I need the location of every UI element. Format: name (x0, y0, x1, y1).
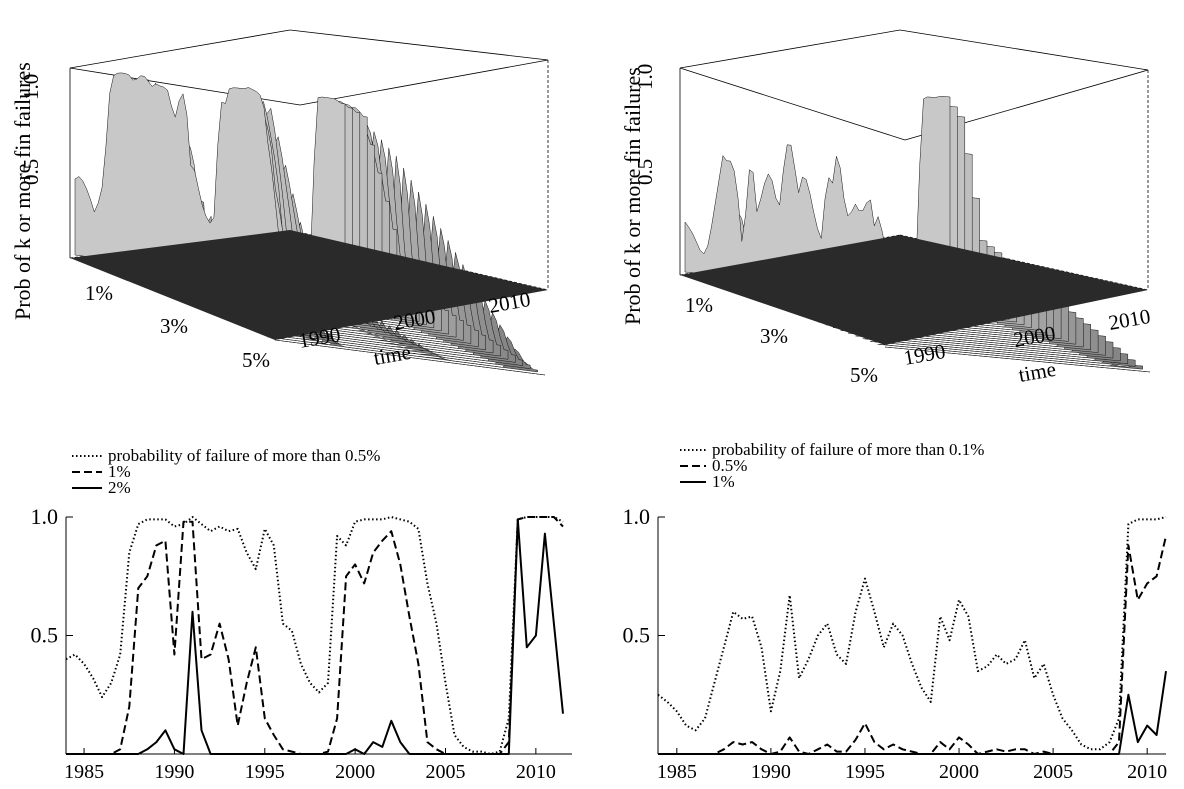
tr-zlabel: Prob of k or more fin failures (620, 67, 645, 325)
x-tick-label: 1985 (657, 761, 697, 783)
br-axes (657, 517, 1166, 755)
tl-base (70, 230, 548, 340)
br-yticks: 0.5 1.0 (623, 504, 665, 648)
x-tick-label: 1995 (245, 761, 285, 783)
br-legend-0: probability of failure of more than 0.1% (712, 440, 984, 459)
bl-lines (65, 516, 564, 755)
series-line-1 (658, 535, 1167, 755)
surface-slice-24 (862, 338, 1129, 364)
bl-legend-0: probability of failure of more than 0.5% (108, 446, 380, 465)
tl-ztick-1: 1.0 (19, 74, 43, 100)
series-line-2 (658, 670, 1167, 755)
tr-ttick-2: 2010 (1107, 304, 1153, 335)
br-legend-1: 0.5% (712, 456, 747, 475)
tl-ktick-1: 3% (160, 314, 188, 338)
tr-ztick-1: 1.0 (633, 64, 657, 90)
line-chart-bottom-left: probability of failure of more than 0.5%… (31, 446, 572, 783)
bl-legend: probability of failure of more than 0.5%… (72, 446, 380, 497)
series-line-0 (657, 516, 1167, 751)
surface-slice-25 (870, 341, 1136, 367)
surface-slice-26 (877, 343, 1143, 370)
bl-legend-1: 1% (108, 462, 131, 481)
surface-slice-25 (260, 333, 531, 369)
y-tick-label: 0.5 (31, 623, 59, 648)
x-tick-label: 2010 (1127, 761, 1167, 783)
tr-ktick-1: 3% (760, 324, 788, 348)
x-tick-label: 2005 (426, 761, 466, 783)
tl-ktick-0: 1% (85, 281, 113, 305)
x-tick-label: 2010 (516, 761, 556, 783)
x-tick-label: 2005 (1033, 761, 1073, 783)
tr-base (680, 235, 1148, 345)
tr-ztick-0: 0.5 (633, 159, 657, 185)
surface-slice-27 (274, 339, 546, 376)
x-tick-label: 2000 (335, 761, 375, 783)
line-chart-bottom-right: probability of failure of more than 0.1%… (623, 440, 1168, 783)
x-tick-label: 1985 (64, 761, 104, 783)
tr-ktick-2: 5% (850, 363, 878, 387)
br-legend: probability of failure of more than 0.1%… (680, 440, 984, 491)
surface-slice-27 (884, 346, 1151, 373)
surface-chart-top-right: Prob of k or more fin failures 1.0 0.5 1… (620, 29, 1153, 387)
br-legend-2: 1% (712, 472, 735, 491)
surface-slice-26 (267, 336, 538, 373)
br-xticks: 1985 1990 1995 2000 2005 2010 (657, 748, 1167, 783)
tl-time-label: time (372, 340, 413, 370)
x-tick-label: 1990 (154, 761, 194, 783)
tr-time-label: time (1017, 357, 1058, 387)
bl-yticks: 0.5 1.0 (31, 504, 73, 648)
tr-ttick-0: 1990 (902, 339, 948, 370)
tr-ktick-0: 1% (685, 293, 713, 317)
x-tick-label: 2000 (939, 761, 979, 783)
tl-ktick-2: 5% (242, 348, 270, 372)
series-line-2 (66, 518, 564, 755)
x-tick-label: 1995 (845, 761, 885, 783)
y-tick-label: 1.0 (31, 504, 59, 529)
series-line-0 (65, 516, 564, 755)
surface-chart-top-left: Prob of k or more fin failures 1.0 0.5 1… (10, 29, 549, 376)
y-tick-label: 1.0 (623, 504, 651, 529)
br-lines (657, 516, 1167, 755)
tl-ztick-0: 0.5 (19, 159, 43, 185)
y-tick-label: 0.5 (623, 623, 651, 648)
x-tick-label: 1990 (751, 761, 791, 783)
bl-legend-2: 2% (108, 478, 131, 497)
bl-axes (65, 517, 572, 755)
series-line-1 (66, 516, 564, 755)
tl-zlabel: Prob of k or more fin failures (10, 62, 35, 320)
